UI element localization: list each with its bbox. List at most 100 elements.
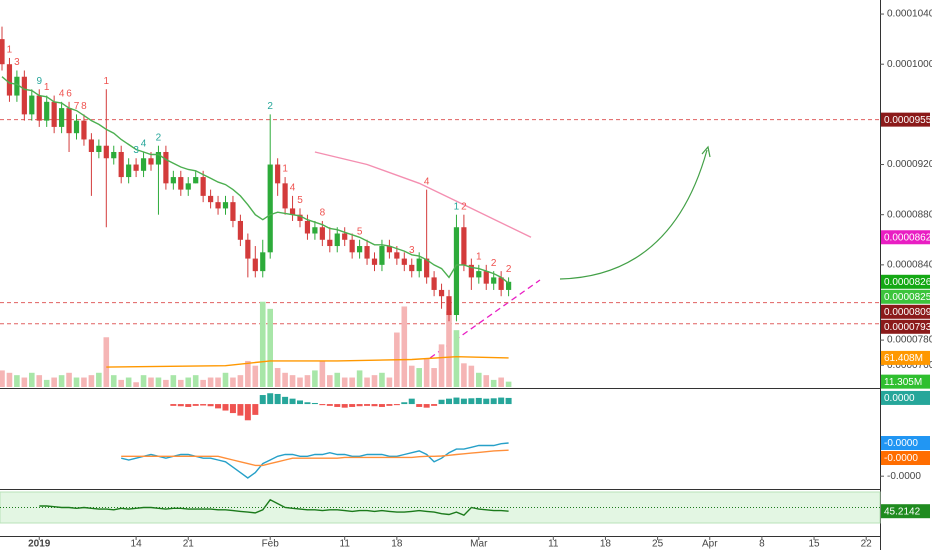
macd-hist-bar: [244, 404, 251, 421]
volume-bar: [58, 375, 65, 387]
candle-body: [386, 246, 392, 253]
candle-body: [237, 220, 243, 240]
volume-bar: [163, 379, 169, 387]
volume-bar: [245, 360, 251, 387]
candle-body: [371, 258, 378, 265]
rsi-line: [39, 498, 509, 517]
y-tick-label: 0.00007600: [887, 360, 932, 371]
signal-line: [121, 449, 509, 467]
price-marker: [881, 304, 930, 319]
macd-hist-bar: [498, 397, 505, 405]
candle-body: [111, 151, 117, 159]
candle-body: [88, 139, 94, 152]
x-tick-label: 18: [391, 539, 403, 550]
candle-body: [36, 95, 42, 121]
price-marker: [881, 274, 930, 289]
candle-body: [409, 264, 415, 272]
x-tick-label: 11: [340, 539, 351, 550]
candle-body: [446, 296, 452, 316]
candle-body: [327, 239, 333, 247]
x-tick-label: 22: [861, 539, 873, 550]
macd-hist-bar: [334, 404, 341, 407]
volume-bar: [230, 377, 236, 387]
x-tick-label: 14: [131, 539, 143, 550]
macd-hist-bar: [446, 398, 452, 405]
volume-bar: [88, 375, 95, 387]
volume-bar: [103, 337, 110, 387]
setup-count: 8: [81, 101, 87, 112]
volume-bar: [468, 365, 475, 387]
x-tick-label: 11: [548, 539, 559, 550]
macd-hist-bar: [401, 402, 408, 405]
candle-body: [44, 101, 50, 121]
price-marker: [881, 374, 930, 389]
candle-body: [506, 281, 512, 290]
macd-hist-bar: [505, 397, 512, 405]
volume-bar: [36, 375, 43, 387]
candle-body: [252, 258, 258, 272]
volume-bar: [498, 377, 504, 387]
candle-body: [349, 239, 355, 253]
price-marker: [881, 319, 930, 334]
candle-body: [289, 208, 296, 215]
volume-bar: [461, 363, 467, 387]
volume-bar: [349, 377, 355, 387]
macd-hist-bar: [483, 398, 490, 405]
price-marker-label: 61.408M: [884, 353, 923, 364]
x-tick-label: 25: [652, 539, 664, 550]
volume-bar: [490, 379, 497, 387]
volume-bar: [0, 370, 5, 387]
candle-body: [230, 202, 236, 221]
candle-body: [73, 120, 80, 134]
volume-bar: [81, 377, 87, 387]
setup-count: 4: [290, 183, 296, 194]
setup-count: 1: [44, 82, 50, 93]
volume-bar: [14, 375, 20, 387]
price-marker: [881, 504, 930, 519]
price-marker-label: 0.00007930: [884, 322, 932, 333]
candle-body: [29, 95, 35, 115]
volume-ma-line: [106, 355, 509, 368]
candle-body: [103, 145, 109, 159]
price-marker: [881, 112, 930, 127]
setup-count: 2: [461, 201, 467, 212]
setup-count: 5: [357, 226, 363, 237]
candle-body: [245, 239, 251, 259]
setup-count: 4: [59, 88, 65, 99]
setup-count: 9: [36, 76, 42, 87]
candle-body: [51, 101, 57, 127]
volume-bar: [21, 377, 28, 387]
volume-bar: [43, 379, 50, 387]
volume-bar: [200, 379, 206, 387]
macd-hist-bar: [431, 404, 438, 406]
price-marker-label: 45.2142: [884, 506, 921, 517]
volume-bar: [416, 368, 422, 387]
candle-body: [364, 246, 370, 259]
volume-bar: [6, 372, 13, 387]
x-tick-label: 21: [183, 539, 195, 550]
candle-body: [357, 246, 363, 253]
macd-hist-bar: [416, 404, 423, 407]
volume-bar: [148, 377, 154, 387]
ma-line: [314, 151, 532, 238]
setup-count: 1: [282, 164, 288, 175]
candle-body: [461, 227, 467, 265]
macd-hist-bar: [460, 398, 467, 405]
macd-hist-bar: [304, 402, 311, 405]
setup-count: 1: [104, 76, 110, 87]
macd-hist-bar: [453, 397, 460, 405]
volume-bar: [252, 365, 259, 387]
volume-bar: [341, 377, 348, 387]
volume-bar: [222, 372, 229, 387]
volume-bar: [446, 311, 452, 387]
x-tick-label: Apr: [702, 539, 718, 550]
macd-hist-bar: [490, 398, 497, 405]
candle-body: [275, 164, 281, 184]
price-marker-label: 0.00009558: [884, 115, 932, 126]
